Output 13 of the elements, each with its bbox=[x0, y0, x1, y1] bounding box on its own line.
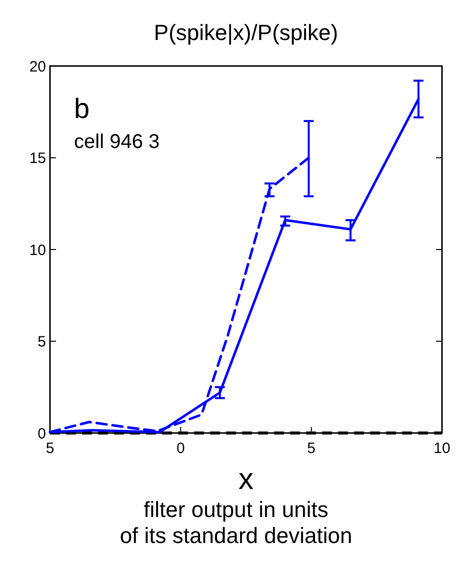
x-tick-label: 0 bbox=[176, 440, 185, 457]
text: filter output in units of its standard deviation bbox=[120, 497, 352, 548]
annotation: b bbox=[74, 93, 90, 124]
annotation: cell 946 3 bbox=[74, 131, 160, 153]
y-tick-label: 20 bbox=[29, 58, 46, 76]
chart-title: P(spike|x)/P(spike) bbox=[154, 20, 338, 45]
x-axis-title: x bbox=[238, 463, 254, 496]
y-tick-label: 15 bbox=[29, 150, 46, 167]
y-tick-label: 5 bbox=[38, 334, 46, 350]
y-tick-label: 10 bbox=[29, 242, 46, 259]
x-tick-label: 10 bbox=[434, 440, 450, 457]
x-tick-label: 5 bbox=[307, 440, 316, 457]
y-tick-label: 0 bbox=[38, 425, 46, 442]
